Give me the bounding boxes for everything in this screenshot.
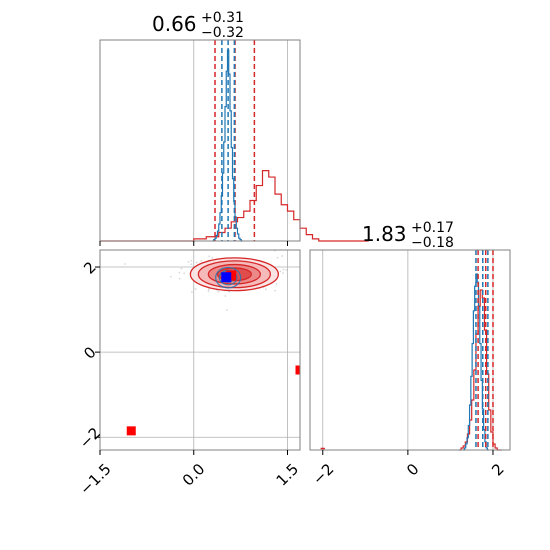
hist-param1-red [100, 170, 369, 242]
contour-blue-1 [218, 269, 238, 286]
scatter-point-red [282, 272, 284, 275]
contour-blue-0 [215, 266, 242, 289]
scatter-point-red [281, 255, 283, 257]
frame-br [309, 249, 511, 451]
tick-label-bl-x-2: 1.5 [273, 460, 303, 490]
tick-label-bl-x-1: 0.0 [179, 460, 209, 490]
scatter-point-red [178, 277, 181, 280]
tick-label-br-x-1: 0 [403, 460, 422, 479]
joint-panel: −1.5 0.0 1.5−202 [76, 249, 322, 499]
scatter-point-red [279, 270, 282, 273]
scatter-point-red [211, 256, 214, 259]
truth-marker-blue [221, 272, 232, 283]
tick-label-br-x-0: −2 [309, 460, 337, 488]
scatter-point-red [265, 288, 267, 291]
scatter-point-red [275, 283, 278, 285]
frame-bl [99, 249, 301, 451]
marginal-panel-param1 [99, 39, 369, 246]
joint-content [124, 250, 322, 436]
scatter-point-red [187, 261, 190, 263]
outlier-marker-1 [295, 365, 300, 375]
scatter-point-red [190, 291, 193, 294]
scatter-point-red [226, 309, 228, 312]
scatter-point-red [276, 256, 279, 259]
tick-label-bl-x-0: −1.5 [76, 460, 114, 498]
scatter-point-red [200, 259, 203, 262]
tick-label-br-x-2: 2 [488, 460, 507, 479]
scatter-point-red [124, 263, 126, 265]
tick-label-bl-y-2: 2 [80, 258, 99, 277]
title-param1-minus: −0.32 [201, 25, 244, 41]
scatter-point-red [285, 269, 288, 271]
scatter-point-red [274, 289, 276, 292]
scatter-point-red [178, 271, 181, 274]
title-param1: 0.66 +0.31 −0.32 [152, 10, 244, 41]
scatter-point-red [195, 261, 198, 264]
outlier-marker-0 [126, 426, 136, 436]
scatter-point-red [207, 288, 210, 291]
title-param2-minus: −0.18 [411, 235, 454, 251]
scatter-point-red [190, 263, 193, 266]
scatter-point-red [207, 290, 210, 293]
scatter-point-red [180, 267, 183, 270]
title-param2: 1.83 +0.17 −0.18 [362, 220, 454, 251]
scatter-point-red [183, 272, 186, 275]
hist-param2-red [458, 289, 502, 451]
title-param2-value: 1.83 [362, 222, 407, 246]
scatter-point-red [320, 273, 322, 275]
marginal-panel-param2: −2 0 2 [309, 249, 511, 488]
scatter-point-red [190, 259, 193, 262]
scatter-point-red [217, 290, 220, 293]
hist-param2-blue [463, 273, 489, 451]
title-param2-plus: +0.17 [411, 220, 454, 236]
title-param1-value: 0.66 [152, 12, 197, 36]
scatter-point-red [282, 268, 285, 271]
scatter-point-red [194, 288, 197, 290]
frame-tl [99, 39, 301, 242]
scatter-point-red [208, 255, 211, 258]
scatter-point-red [169, 275, 172, 278]
title-param1-plus: +0.31 [201, 10, 244, 26]
scatter-point-red [224, 295, 227, 297]
tick-label-bl-y-1: 0 [80, 343, 99, 362]
